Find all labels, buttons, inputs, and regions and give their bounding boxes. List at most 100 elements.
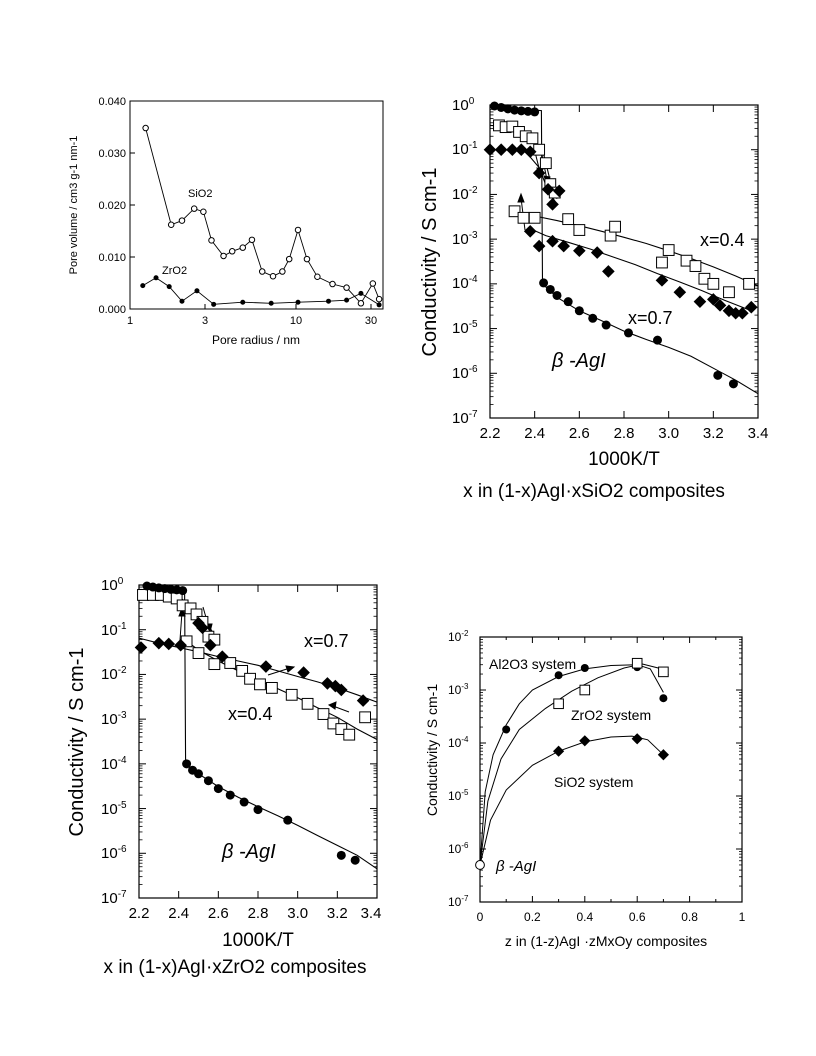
data-point — [244, 672, 256, 685]
data-point — [375, 295, 383, 303]
data-point — [539, 157, 552, 170]
data-point — [196, 621, 209, 635]
tick-label-x: 0.2 — [524, 910, 541, 924]
y-axis-label: Conductivity / S cm-1 — [419, 168, 441, 357]
tick-label-x: 2.8 — [614, 425, 635, 442]
data-point — [508, 205, 521, 218]
data-point — [162, 637, 176, 651]
tick-label-x: 2.6 — [569, 425, 590, 442]
tick-label-y: 10-4 — [452, 274, 478, 292]
data-point — [294, 226, 302, 234]
x-axis-label: z in (1-z)AgI ·zMxOy composites — [505, 933, 707, 949]
data-point — [573, 244, 586, 258]
data-point — [194, 769, 203, 779]
data-point — [184, 602, 197, 615]
annotation-al2o3: Al2O3 system — [489, 656, 576, 672]
data-point — [356, 694, 370, 707]
data-point — [514, 143, 528, 157]
y-axis-label: Conductivity / S cm-1 — [66, 648, 88, 837]
data-point — [283, 815, 293, 825]
data-point — [134, 641, 148, 654]
annotation-x04: x=0.4 — [700, 230, 745, 250]
data-point — [554, 671, 563, 680]
series-label-zro2: ZrO2 — [162, 265, 187, 277]
caption: x in (1-x)AgI·xSiO2 composites — [463, 481, 725, 502]
data-point — [553, 698, 564, 710]
data-point — [546, 198, 559, 211]
tick-label-x: 0.6 — [629, 910, 646, 924]
data-point — [329, 280, 336, 288]
data-point — [208, 237, 215, 244]
data-point — [496, 102, 506, 112]
data-point — [602, 265, 615, 278]
tick-label-y: 10-5 — [448, 788, 469, 803]
data-point — [182, 759, 192, 769]
data-point — [317, 708, 330, 720]
data-point — [489, 101, 499, 111]
data-point — [279, 268, 286, 275]
tick-label-x: 2.6 — [208, 905, 229, 922]
data-point — [475, 860, 485, 870]
data-point — [545, 284, 555, 294]
tick-label-x: 3.2 — [327, 905, 348, 922]
tick-label-y: 10-4 — [448, 735, 469, 750]
tick-label-y: 100 — [101, 576, 124, 594]
x-axis-label: 1000K/T — [588, 449, 660, 470]
data-point — [228, 248, 236, 255]
data-point — [369, 280, 377, 287]
y-axis-label: Conductivity / S cm-1 — [424, 684, 440, 816]
tick-label-y: 10-3 — [448, 682, 469, 697]
data-point — [301, 697, 314, 710]
data-point — [344, 297, 350, 303]
data-point — [200, 208, 207, 216]
data-point — [253, 805, 263, 815]
data-point — [588, 313, 598, 323]
data-point — [657, 749, 669, 761]
data-point — [707, 293, 720, 306]
data-point — [532, 166, 546, 180]
data-point — [216, 650, 229, 663]
data-point — [269, 272, 277, 280]
tick-label-y: 10-5 — [452, 319, 478, 337]
data-point — [745, 300, 758, 314]
data-point — [494, 143, 508, 157]
data-point — [707, 277, 720, 290]
tick-label-x: 3.0 — [287, 905, 308, 922]
fit-curve — [512, 210, 759, 287]
axis-ticks — [479, 636, 743, 903]
data-point — [553, 745, 565, 757]
data-point — [343, 284, 350, 291]
annotation-beta-agi: β -AgI — [221, 841, 276, 863]
tick-label-x: 1 — [739, 910, 746, 924]
data-point — [523, 224, 537, 238]
data-point — [722, 304, 736, 318]
fit-curve — [479, 735, 664, 866]
data-point — [190, 205, 198, 212]
annotation-beta-agi: β -AgI — [551, 350, 606, 372]
data-point — [736, 306, 749, 320]
tick-label-y: 10-2 — [448, 629, 469, 644]
data-point — [579, 684, 591, 696]
data-point — [655, 274, 669, 287]
series-line-zro2 — [142, 277, 380, 306]
tick-label-y: 0.010 — [98, 252, 126, 264]
data-point — [314, 273, 321, 281]
data-point — [563, 297, 573, 307]
annotation-x07: x=0.7 — [304, 631, 349, 651]
data-point — [573, 224, 586, 236]
data-point — [335, 683, 348, 697]
tick-label-x: 0.8 — [681, 910, 698, 924]
tick-label-y: 10-6 — [101, 844, 127, 862]
annotation-x04: x=0.4 — [228, 704, 273, 724]
data-point — [254, 678, 266, 691]
data-point — [743, 277, 755, 290]
data-point — [137, 589, 149, 601]
data-point — [376, 302, 382, 308]
data-point — [179, 298, 185, 304]
data-point — [552, 184, 566, 198]
tick-label-x: 2.4 — [168, 905, 189, 922]
data-point — [656, 256, 668, 269]
data-point — [728, 379, 738, 389]
data-point — [265, 681, 278, 694]
plot-area — [134, 581, 378, 870]
